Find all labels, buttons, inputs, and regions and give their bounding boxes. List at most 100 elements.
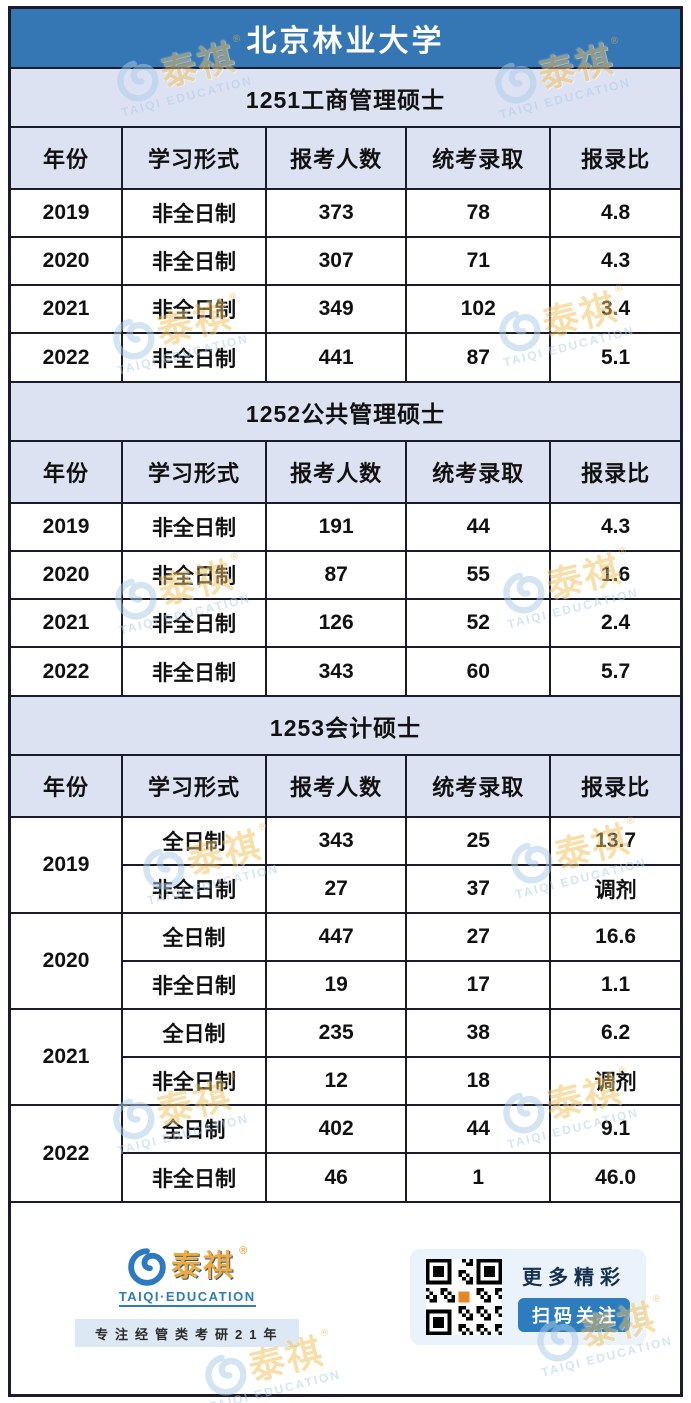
admission-table: 年份 学习形式 报考人数 统考录取 报录比 2019 非全日制 373 78 4.8 2020 非全日… (11, 128, 680, 381)
cell-year: 2022 (11, 332, 123, 381)
table-header-row: 年份 学习形式 报考人数 统考录取 报录比 (11, 442, 680, 503)
column-header: 报录比 (549, 128, 680, 189)
cell-study-mode: 非全日制 (121, 550, 266, 599)
cell-study-mode: 非全日制 (121, 1152, 266, 1201)
qr-caption: 更多精彩 (522, 1267, 626, 1289)
qr-panel: 更多精彩 扫码关注 (410, 1248, 646, 1345)
column-header: 统考录取 (405, 128, 551, 189)
cell-year: 2019 (11, 502, 123, 551)
cell-admitted: 44 (405, 1104, 551, 1153)
cell-admitted: 27 (405, 912, 551, 961)
admission-table: 年份 学习形式 报考人数 统考录取 报录比 2019 非全日制 191 44 4.3 2020 非全日… (11, 442, 680, 695)
table-row: 非全日制 27 37 调剂 (11, 864, 680, 913)
table-row: 2020 非全日制 307 71 4.3 (11, 236, 680, 285)
program-section-title: 1253会计硕士 (11, 695, 680, 756)
cell-admitted: 55 (405, 550, 551, 599)
table-frame: 北京林业大学 1251工商管理硕士 年份 学习形式 报考人数 统考录取 报录比 2019 非全… (8, 6, 683, 1397)
cell-year: 2020 (11, 912, 123, 1009)
cell-ratio: 4.3 (549, 502, 680, 551)
table-row: 2022 全日制 402 44 9.1 (11, 1104, 680, 1201)
cell-admitted: 60 (405, 646, 551, 695)
cell-study-mode: 非全日制 (121, 188, 266, 237)
cell-year: 2021 (11, 1008, 123, 1105)
table-row: 2021 全日制 235 38 6.2 (11, 1008, 680, 1105)
page-title: 北京林业大学 (11, 9, 680, 67)
column-header: 统考录取 (405, 756, 551, 817)
table-row: 2021 非全日制 349 102 3.4 (11, 284, 680, 333)
cell-admitted: 1 (405, 1152, 551, 1201)
cell-ratio: 2.4 (549, 598, 680, 647)
brand-logo-row: 泰祺 ® (127, 1245, 247, 1287)
cell-applicants: 46 (264, 1152, 407, 1201)
cell-ratio: 5.7 (549, 646, 680, 695)
cell-applicants: 126 (264, 598, 407, 647)
cell-ratio: 1.1 (549, 960, 680, 1009)
qr-caption-block: 更多精彩 扫码关注 (518, 1261, 630, 1332)
cell-study-mode: 全日制 (121, 912, 266, 961)
column-header: 年份 (11, 128, 123, 189)
column-header: 报录比 (549, 442, 680, 503)
program-section-title: 1252公共管理硕士 (11, 381, 680, 442)
cell-applicants: 447 (264, 912, 407, 961)
cell-study-mode: 非全日制 (121, 1056, 266, 1105)
cell-admitted: 38 (405, 1008, 551, 1057)
column-header: 学习形式 (121, 442, 266, 503)
cell-study-mode: 非全日制 (121, 332, 266, 381)
cell-year: 2020 (11, 236, 123, 285)
follow-button: 扫码关注 (518, 1298, 630, 1332)
cell-admitted: 71 (405, 236, 551, 285)
cell-admitted: 52 (405, 598, 551, 647)
cell-applicants: 19 (264, 960, 407, 1009)
cell-year: 2019 (11, 816, 123, 913)
cell-applicants: 349 (264, 284, 407, 333)
brand-name-en: TAIQI·EDUCATION (118, 1289, 256, 1307)
cell-ratio: 9.1 (549, 1104, 680, 1153)
column-header: 年份 (11, 442, 123, 503)
cell-year: 2021 (11, 598, 123, 647)
cell-ratio: 调剂 (549, 864, 680, 913)
table-row: 2021 非全日制 126 52 2.4 (11, 598, 680, 647)
cell-admitted: 78 (405, 188, 551, 237)
table-row: 2019 全日制 343 25 13.7 (11, 816, 680, 913)
cell-study-mode: 全日制 (121, 1008, 266, 1057)
cell-year: 2019 (11, 188, 123, 237)
cell-ratio: 4.8 (549, 188, 680, 237)
cell-study-mode: 非全日制 (121, 864, 266, 913)
column-header: 报考人数 (264, 128, 407, 189)
column-header: 报考人数 (264, 442, 407, 503)
cell-ratio: 3.4 (549, 284, 680, 333)
cell-admitted: 37 (405, 864, 551, 913)
table-row: 非全日制 19 17 1.1 (11, 960, 680, 1009)
cell-applicants: 373 (264, 188, 407, 237)
table-row: 2019 非全日制 373 78 4.8 (11, 188, 680, 237)
cell-ratio: 4.3 (549, 236, 680, 285)
cell-study-mode: 非全日制 (121, 502, 266, 551)
cell-ratio: 46.0 (549, 1152, 680, 1201)
cell-ratio: 1.6 (549, 550, 680, 599)
table-row: 2020 全日制 447 27 16.6 (11, 912, 680, 1009)
cell-applicants: 307 (264, 236, 407, 285)
cell-ratio: 调剂 (549, 1056, 680, 1105)
cell-ratio: 16.6 (549, 912, 680, 961)
brand-tagline: 专注经管类考研21年 (75, 1318, 300, 1347)
admission-table: 年份 学习形式 报考人数 统考录取 报录比 2019 全日制 343 25 13.7 非全日制 27 3… (11, 756, 680, 1201)
column-header: 报考人数 (264, 756, 407, 817)
cell-study-mode: 非全日制 (121, 598, 266, 647)
cell-applicants: 12 (264, 1056, 407, 1105)
table-row: 非全日制 12 18 调剂 (11, 1056, 680, 1105)
cell-year: 2021 (11, 284, 123, 333)
cell-year: 2022 (11, 646, 123, 695)
table-row: 非全日制 46 1 46.0 (11, 1152, 680, 1201)
cell-ratio: 13.7 (549, 816, 680, 865)
table-row: 2019 非全日制 191 44 4.3 (11, 502, 680, 551)
cell-year: 2020 (11, 550, 123, 599)
column-header: 学习形式 (121, 756, 266, 817)
cell-applicants: 191 (264, 502, 407, 551)
cell-admitted: 87 (405, 332, 551, 381)
brand-block: 泰祺 ® TAIQI·EDUCATION 专注经管类考研21年 (75, 1245, 300, 1347)
table-row: 2022 非全日制 343 60 5.7 (11, 646, 680, 695)
taiqi-swirl-logo-icon (127, 1247, 167, 1287)
program-sections: 1251工商管理硕士 年份 学习形式 报考人数 统考录取 报录比 2019 非全日制 373 78… (11, 67, 680, 1201)
table-header-row: 年份 学习形式 报考人数 统考录取 报录比 (11, 756, 680, 817)
